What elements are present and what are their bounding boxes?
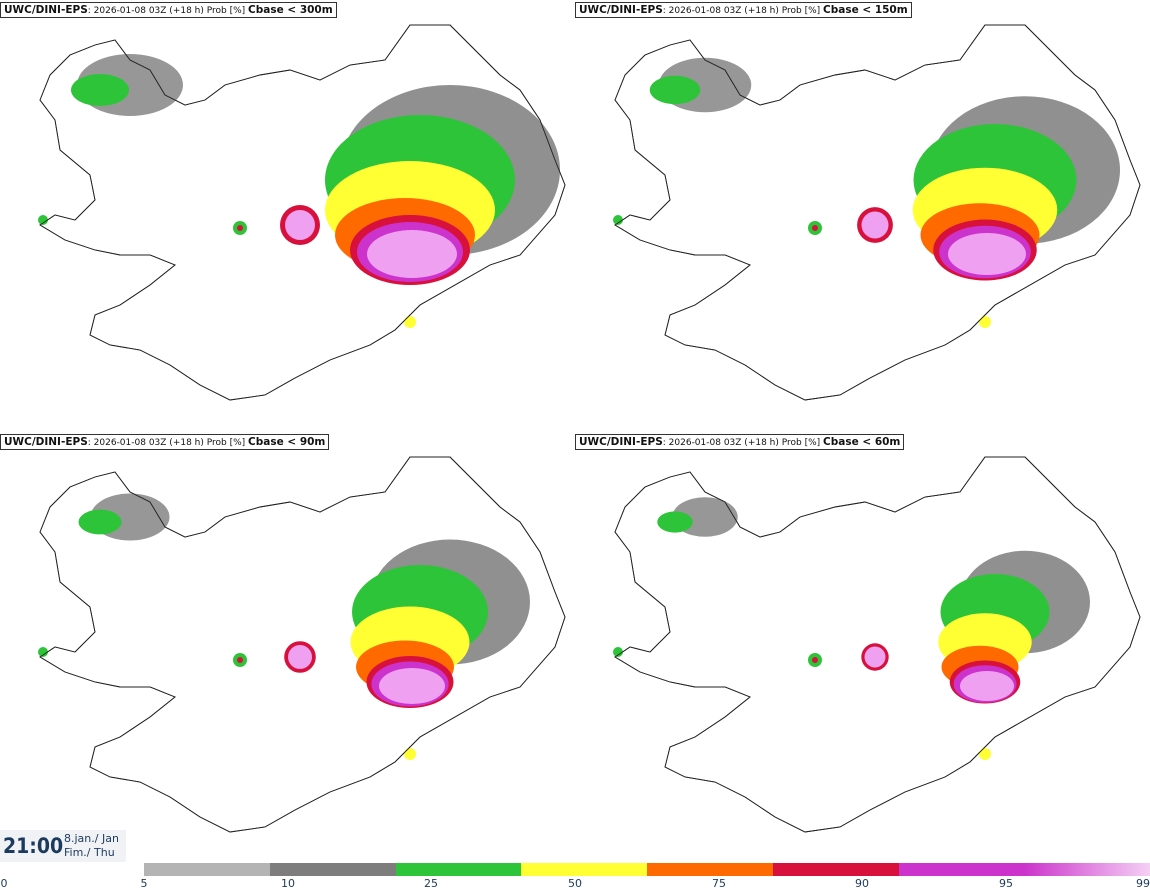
panel-title: UWC/DINI-EPS: 2026-01-08 03Z (+18 h) Pro… <box>0 2 337 18</box>
colorbar-segment-5 <box>647 863 773 876</box>
iceland-map <box>613 456 1141 833</box>
map-panel-4: UWC/DINI-EPS: 2026-01-08 03Z (+18 h) Pro… <box>575 432 1150 862</box>
probability-fields <box>38 493 530 760</box>
colorbar-tick-50: 50 <box>568 877 582 890</box>
iceland-map <box>38 24 566 401</box>
colorbar-tick-10: 10 <box>281 877 295 890</box>
valid-time: 21:00 <box>3 834 64 858</box>
colorbar-segment-2 <box>269 863 396 876</box>
colorbar-tick-95: 95 <box>999 877 1013 890</box>
probability-fields <box>38 54 560 328</box>
colorbar-segment-3 <box>395 863 522 876</box>
valid-time-box: 21:00 8.jan./ Jan Fim./ Thu <box>0 830 126 862</box>
iceland-map <box>38 456 566 833</box>
colorbar-tick-5: 5 <box>140 877 148 890</box>
map-panel-1: UWC/DINI-EPS: 2026-01-08 03Z (+18 h) Pro… <box>0 0 575 430</box>
probability-fields <box>613 497 1090 760</box>
colorbar-segment-6 <box>772 863 899 876</box>
probability-colorbar <box>144 863 1150 876</box>
panel-title: UWC/DINI-EPS: 2026-01-08 03Z (+18 h) Pro… <box>575 434 905 450</box>
colorbar-segment-1 <box>144 863 270 876</box>
colorbar-segment-7 <box>898 863 1025 876</box>
colorbar-tick-99: 99 <box>1136 877 1150 890</box>
valid-date-line2: Fim./ Thu <box>64 846 115 859</box>
valid-date-line1: 8.jan./ Jan <box>64 832 119 845</box>
panel-title: UWC/DINI-EPS: 2026-01-08 03Z (+18 h) Pro… <box>575 2 912 18</box>
iceland-map <box>613 24 1141 401</box>
colorbar-tick-25: 25 <box>424 877 438 890</box>
colorbar-segment-4 <box>521 863 647 876</box>
map-panel-3: UWC/DINI-EPS: 2026-01-08 03Z (+18 h) Pro… <box>0 432 575 862</box>
colorbar-tick-90: 90 <box>855 877 869 890</box>
colorbar-segment-8 <box>1024 863 1150 876</box>
map-panel-2: UWC/DINI-EPS: 2026-01-08 03Z (+18 h) Pro… <box>575 0 1150 430</box>
colorbar-tick-0: 0 <box>0 877 8 890</box>
panel-title: UWC/DINI-EPS: 2026-01-08 03Z (+18 h) Pro… <box>0 434 330 450</box>
probability-fields <box>613 57 1120 328</box>
colorbar-tick-75: 75 <box>712 877 726 890</box>
